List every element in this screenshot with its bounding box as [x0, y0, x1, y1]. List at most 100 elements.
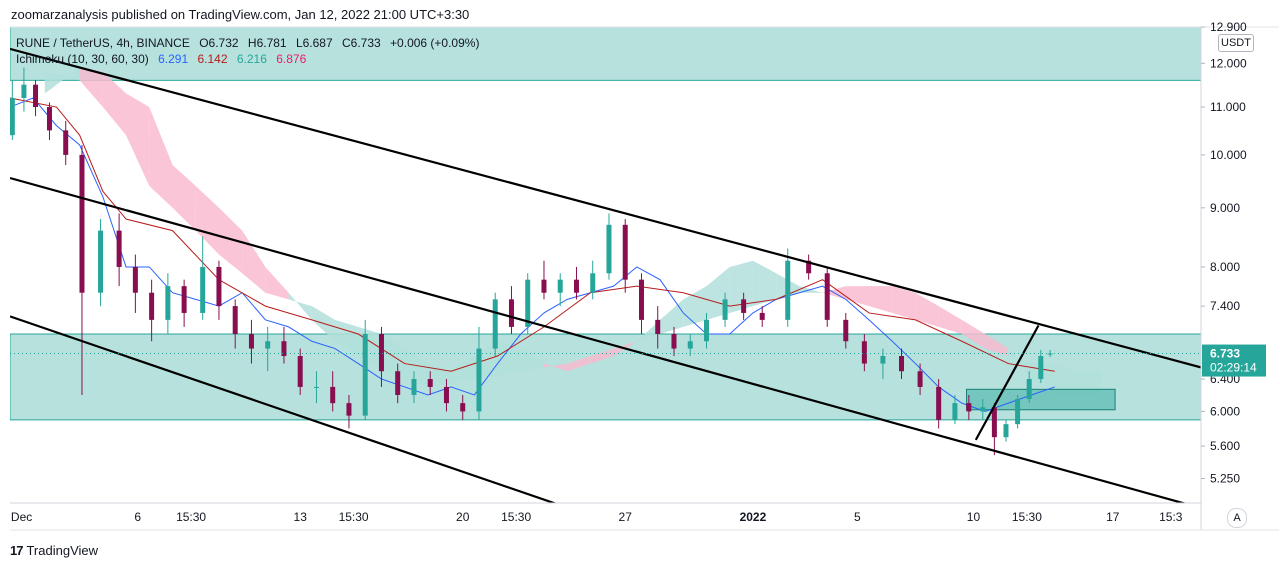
channel-line [10, 176, 1187, 503]
last-price-box [1202, 344, 1266, 377]
symbol-label[interactable]: RUNE / TetherUS, 4h, BINANCE [16, 36, 190, 50]
candle-body [21, 84, 27, 98]
candle-body [936, 386, 942, 420]
auto-scale-button[interactable]: A [1227, 508, 1247, 528]
cloud-segment [195, 185, 219, 255]
ind-span-b-value: 6.876 [276, 52, 307, 66]
ind-conversion-value: 6.291 [158, 52, 189, 66]
candle-body [541, 279, 547, 293]
candle-body [824, 273, 830, 320]
cloud-segment [636, 319, 661, 342]
candle-body [232, 306, 238, 335]
candle-body [1003, 424, 1009, 438]
cloud-segment [590, 348, 614, 364]
candle-body [590, 273, 596, 293]
cloud-segment [404, 348, 428, 387]
x-tick-label: 20 [456, 510, 470, 524]
candle-body [806, 260, 812, 274]
candle-body [330, 386, 336, 404]
cloud-segment [451, 356, 475, 383]
candle-body [378, 334, 384, 372]
x-tick-label: Dec [11, 510, 32, 524]
candle-body [476, 348, 482, 412]
countdown-label: 02:29:14 [1210, 361, 1257, 375]
candle-body [606, 224, 612, 274]
candle-body [10, 97, 15, 136]
cloud-segment [1008, 348, 1032, 380]
cloud-segment [915, 292, 939, 327]
candle-body [785, 260, 791, 320]
x-tick-label: 15:30 [176, 510, 206, 524]
y-tick-label: 12.900 [1210, 20, 1247, 34]
candle-body [703, 319, 709, 342]
candle-body [411, 379, 417, 395]
candle-body [573, 279, 579, 293]
cloud-segment [44, 67, 80, 94]
change-value: +0.006 (+0.09%) [390, 36, 480, 50]
trend-line [974, 324, 1040, 441]
cloud-segment [869, 286, 893, 313]
candle-body [200, 266, 206, 313]
candle-body [181, 286, 187, 313]
candle-body [116, 230, 122, 267]
x-tick-label: 15:3 [1159, 510, 1183, 524]
cloud-segment [497, 341, 521, 376]
candle-body [98, 230, 104, 293]
channel-line [10, 47, 1201, 369]
y-tick-label: 9.000 [1210, 201, 1240, 215]
candle-body [395, 371, 401, 395]
cloud-segment [79, 67, 103, 108]
supply-zone [10, 27, 1201, 81]
cloud-segment [126, 93, 150, 186]
x-tick-label: 5 [854, 510, 861, 524]
symbol-row: RUNE / TetherUS, 4h, BINANCE O6.732 H6.7… [16, 35, 479, 51]
candle-body [722, 299, 728, 320]
y-tick-label: 8.000 [1210, 260, 1240, 274]
high-value: H6.781 [247, 36, 287, 50]
candle-body [966, 403, 972, 412]
candle-body [362, 334, 368, 416]
cloud-segment [729, 260, 753, 313]
candle-body [248, 334, 254, 349]
candle-body [622, 224, 628, 280]
candle-body [525, 279, 531, 327]
currency-unit-button[interactable]: USDT [1218, 34, 1254, 52]
cloud-segment [543, 363, 568, 372]
candle-body [917, 371, 923, 387]
inner-demand-box [966, 388, 1116, 411]
candle-body [508, 299, 514, 327]
candle-body [1026, 379, 1032, 400]
candle-body [216, 266, 222, 307]
x-tick-label: 2022 [740, 510, 767, 524]
indicator-label[interactable]: Ichimoku (10, 30, 60, 30) [16, 52, 149, 66]
ind-span-a-value: 6.216 [236, 52, 267, 66]
candle-body [33, 84, 39, 108]
candle-body [861, 341, 867, 364]
cloud-segment [265, 266, 289, 300]
cloud-segment [938, 306, 962, 335]
indicator-row: Ichimoku (10, 30, 60, 30) 6.291 6.142 6.… [16, 51, 479, 67]
x-tick-label: 13 [294, 510, 308, 524]
candle-body [687, 341, 693, 349]
chart-legend: RUNE / TetherUS, 4h, BINANCE O6.732 H6.7… [16, 35, 479, 67]
cloud-segment [985, 334, 1009, 357]
tradingview-brand: TradingView [26, 542, 99, 558]
x-tick-label: 15:30 [1012, 510, 1042, 524]
cloud-segment [172, 165, 196, 231]
low-value: L6.687 [295, 36, 333, 50]
candle-body [492, 299, 498, 349]
open-value: O6.732 [199, 36, 239, 50]
candle-body [165, 286, 171, 320]
x-tick-label: 10 [967, 510, 981, 524]
candle-body [265, 341, 271, 349]
cloud-segment [242, 230, 266, 293]
candle-body [1038, 356, 1044, 380]
x-tick-label: 15:30 [339, 510, 369, 524]
candle-body [460, 403, 466, 412]
candle-body [443, 386, 449, 404]
cloud-segment [288, 292, 312, 320]
cloud-segment [427, 363, 452, 387]
candle-body [991, 407, 997, 438]
